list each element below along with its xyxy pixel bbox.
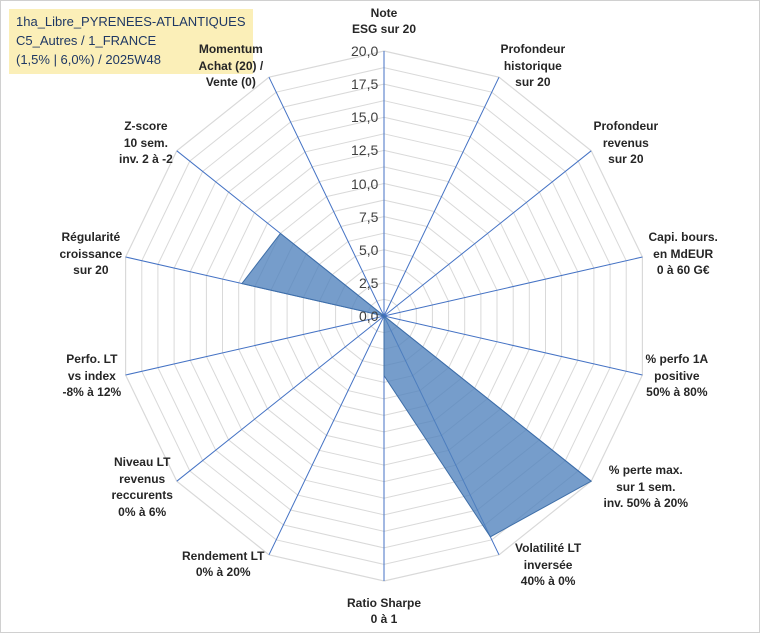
axis-spoke [268, 76, 385, 317]
axis-label: Capi. bours. en MdEUR 0 à 60 G€ [648, 230, 718, 277]
radial-tick-label: 0,0 [359, 308, 379, 324]
title-line-3: (1,5% | 6,0%) / 2025W48 [16, 52, 162, 67]
radial-tick-label: 12,5 [351, 142, 379, 159]
radar-series [241, 232, 593, 538]
radial-tick-label: 7,5 [359, 208, 379, 225]
axis-label: Note ESG sur 20 [352, 5, 417, 37]
axis-label: Profondeur revenus sur 20 [593, 119, 659, 166]
axis-spoke [383, 256, 643, 317]
title-line-2: C5_Autres / 1_FRANCE [16, 33, 157, 48]
radial-tick-label: 17,5 [351, 76, 379, 93]
axis-label: % perte max. sur 1 sem. inv. 50% à 20% [603, 463, 689, 510]
axis-spoke [383, 315, 643, 376]
axis-label: Rendement LT 0% à 20% [182, 548, 265, 580]
radial-tick-label: 10,0 [351, 175, 379, 192]
axis-label: Régularité croissance sur 20 [59, 230, 123, 277]
axis-label: Perfo. LT vs index -8% à 12% [62, 352, 122, 399]
axis-spoke [383, 76, 500, 317]
radial-tick-label: 5,0 [359, 241, 379, 258]
radial-tick-label: 15,0 [351, 109, 379, 126]
series-area [241, 232, 593, 538]
axis-label: Niveau LT revenus reccurents 0% à 6% [111, 455, 173, 519]
radial-tick-label: 20,0 [351, 43, 379, 59]
axis-label: % perfo 1A positive 50% à 80% [645, 352, 709, 399]
axis-label: Ratio Sharpe 0 à 1 [347, 595, 422, 627]
chart-title: 1ha_Libre_PYRENEES-ATLANTIQUES C5_Autres… [9, 9, 253, 74]
axis-label: Profondeur historique sur 20 [500, 42, 566, 89]
axis-label: Z-score 10 sem. inv. 2 à -2 [119, 119, 173, 166]
title-line-1: 1ha_Libre_PYRENEES-ATLANTIQUES [16, 14, 246, 29]
axis-spoke [176, 315, 385, 482]
axis-spoke [383, 150, 592, 317]
axis-label: Momentum Achat (20) / Vente (0) [198, 42, 264, 89]
axis-spoke [125, 315, 385, 376]
axis-label: Volatilité LT inversée 40% à 0% [515, 541, 582, 588]
radial-tick-label: 2,5 [359, 274, 379, 291]
axis-spoke [268, 315, 385, 556]
